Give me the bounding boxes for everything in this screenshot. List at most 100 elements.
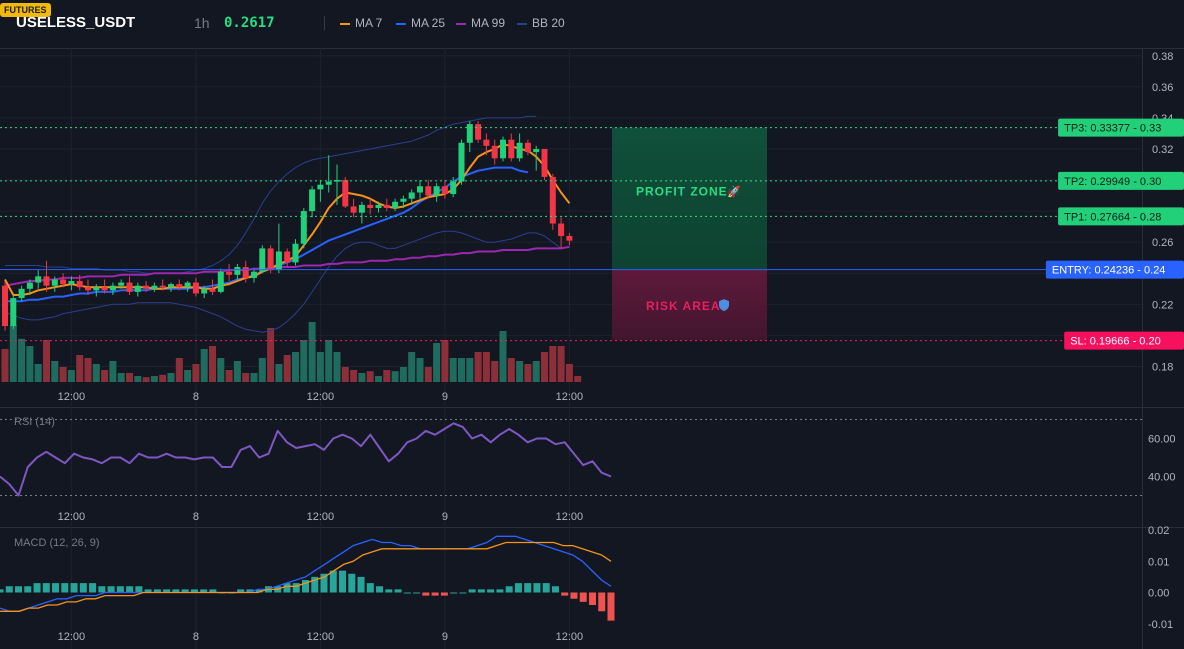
- legend-swatch-ma7: [340, 22, 350, 25]
- volume-bar: [474, 352, 482, 382]
- candle-body: [392, 201, 399, 209]
- volume-bar: [532, 361, 540, 382]
- price-tick-label: 0.18: [1152, 361, 1173, 373]
- candle-body: [350, 206, 357, 213]
- volume-bar: [383, 370, 391, 382]
- candle-body: [508, 139, 515, 159]
- macd-histogram-bar: [302, 580, 309, 593]
- candle-body: [85, 287, 91, 291]
- volume-bar: [209, 346, 216, 382]
- macd-histogram-bar: [533, 583, 541, 593]
- legend-label-ma25: MA 25: [411, 16, 446, 30]
- volume-bar: [34, 364, 42, 382]
- legend-swatch-ma25: [396, 22, 406, 25]
- interval-label[interactable]: 1h: [194, 15, 210, 31]
- volume-bar: [541, 352, 548, 382]
- candle-body: [68, 281, 75, 285]
- macd-histogram-bar: [61, 583, 69, 593]
- candle-body: [26, 282, 33, 289]
- macd-histogram-bar: [607, 592, 615, 621]
- price-tick-label: 0.36: [1152, 82, 1173, 94]
- profit-zone: [612, 127, 767, 270]
- macd-histogram-bar: [376, 586, 384, 593]
- volume-bar: [150, 376, 158, 382]
- macd-time-label: 12:00: [556, 631, 584, 643]
- volume-bar: [516, 361, 524, 382]
- candle-body: [566, 235, 573, 241]
- volume-bar: [350, 370, 358, 382]
- main-time-label: 12:00: [556, 391, 584, 403]
- macd-tick-label: -0.01: [1148, 619, 1173, 631]
- candle-body: [417, 186, 423, 193]
- volume-bar: [26, 346, 34, 382]
- macd-histogram-bar: [496, 589, 504, 593]
- candle-body: [284, 251, 291, 263]
- macd-histogram-bar: [524, 583, 532, 593]
- macd-histogram-bar: [487, 589, 495, 593]
- candle-body: [367, 204, 374, 209]
- legend-ma25[interactable]: MA 25: [396, 16, 445, 30]
- macd-histogram-bar: [15, 586, 23, 593]
- legend-ma7[interactable]: MA 7: [340, 16, 382, 30]
- symbol-label[interactable]: USELESS_USDT: [16, 14, 136, 31]
- volume-bar: [250, 373, 258, 382]
- volume-bar: [217, 358, 225, 382]
- candle-body: [201, 288, 208, 294]
- price-tick-label: 0.22: [1152, 299, 1173, 311]
- risk-zone: [612, 269, 767, 341]
- main-time-label: 8: [193, 391, 199, 403]
- volume-bar: [391, 371, 399, 382]
- macd-histogram-bar: [505, 586, 513, 593]
- macd-histogram-bar: [79, 583, 87, 593]
- rsi-time-label: 8: [193, 511, 199, 523]
- volume-bar: [43, 340, 50, 382]
- macd-tick-label: 0.02: [1148, 525, 1169, 537]
- macd-tick-label: 0.01: [1148, 556, 1169, 568]
- macd-histogram-bar: [126, 586, 134, 593]
- candle-body: [317, 184, 324, 190]
- macd-time-label: 9: [442, 631, 448, 643]
- legend-swatch-bb20: [517, 22, 527, 25]
- candle-body: [400, 198, 407, 202]
- macd-histogram-bar: [413, 592, 421, 594]
- macd-histogram-bar: [542, 583, 550, 593]
- macd-histogram-bar: [459, 592, 467, 594]
- rsi-title: RSI (14): [14, 416, 55, 428]
- volume-bar: [200, 349, 208, 382]
- candle-body: [118, 282, 125, 286]
- volume-bar: [416, 358, 424, 382]
- candle-body: [342, 180, 349, 207]
- legend-label-bb20: BB 20: [532, 16, 565, 30]
- candle-body: [109, 285, 116, 291]
- volume-bar: [399, 367, 407, 382]
- macd-histogram-bar: [385, 589, 393, 593]
- macd-histogram-bar: [440, 592, 448, 596]
- candle-body: [35, 276, 42, 283]
- trade-level-label: TP1: 0.27664 - 0.28: [1064, 211, 1161, 223]
- rsi-tick-label: 40.00: [1148, 472, 1176, 484]
- legend-ma99[interactable]: MA 99: [456, 16, 505, 30]
- macd-histogram-bar: [200, 589, 208, 593]
- volume-bar: [126, 373, 133, 382]
- volume-bar: [366, 371, 374, 382]
- candle-body: [358, 204, 365, 213]
- macd-histogram-bar: [33, 583, 41, 593]
- volume-bar: [491, 361, 499, 382]
- trade-level-badge: [1064, 331, 1184, 350]
- macd-signal-line: [0, 541, 612, 612]
- trade-level-badge: [1045, 260, 1184, 279]
- profit-zone-label: PROFIT ZONE: [636, 185, 728, 199]
- candle-body: [516, 142, 523, 159]
- volume-bar: [316, 352, 324, 382]
- bb-upper-line: [5, 115, 537, 274]
- volume-bar: [466, 358, 474, 382]
- volume-bar: [117, 373, 125, 382]
- candle-body: [143, 285, 150, 289]
- candle-body: [259, 248, 266, 272]
- candle-body: [60, 279, 67, 285]
- rsi-time-label: 12:00: [556, 511, 584, 523]
- macd-histogram-bar: [181, 589, 189, 593]
- legend-bb20[interactable]: BB 20: [517, 16, 565, 30]
- macd-histogram-bar: [283, 583, 291, 593]
